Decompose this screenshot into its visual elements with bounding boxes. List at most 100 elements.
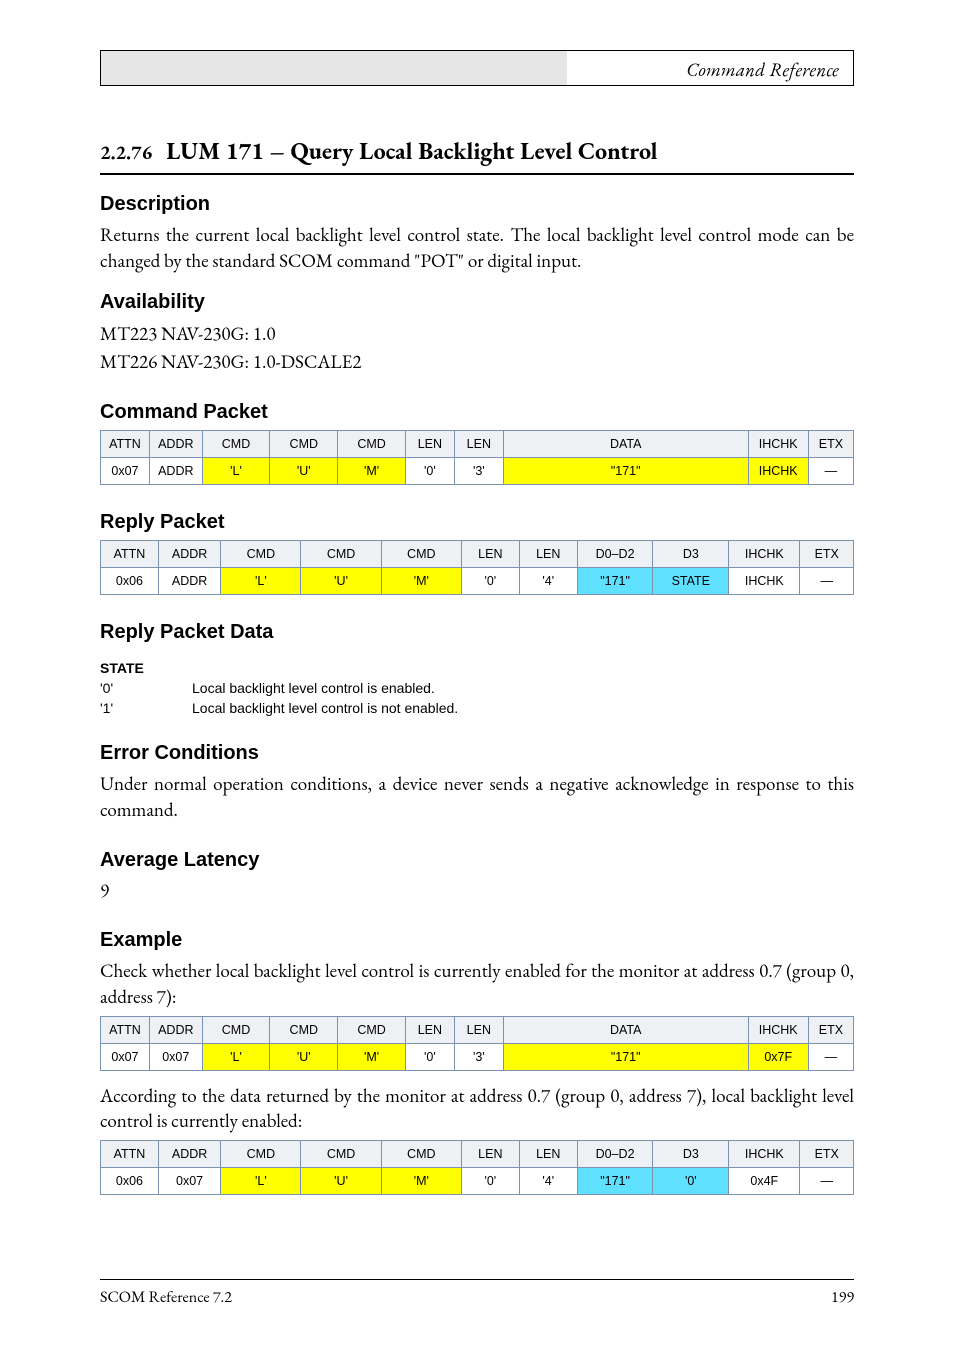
table-cell: 'U' — [270, 458, 338, 485]
reply-data-state-key-0: '0' — [100, 680, 146, 696]
table-header-cell: D3 — [653, 541, 729, 568]
table-cell: "171" — [503, 1043, 748, 1070]
table-header-cell: CMD — [301, 541, 381, 568]
table-cell: 0x06 — [101, 1167, 159, 1194]
table-header-cell: D3 — [653, 1140, 729, 1167]
table-header-cell: CMD — [338, 1016, 406, 1043]
availability-label: Availability — [100, 291, 854, 314]
example-table-2: ATTNADDRCMDCMDCMDLENLEND0–D2D3IHCHKETX 0… — [100, 1140, 854, 1195]
table-header-row: ATTNADDRCMDCMDCMDLENLENDATAIHCHKETX — [101, 431, 854, 458]
command-packet-table: ATTNADDRCMDCMDCMDLENLENDATAIHCHKETX 0x07… — [100, 430, 854, 485]
table-header-cell: CMD — [270, 431, 338, 458]
table-cell: IHCHK — [729, 568, 800, 595]
table-header-cell: CMD — [301, 1140, 381, 1167]
table-cell: 0x4F — [729, 1167, 800, 1194]
table-cell: ADDR — [149, 458, 202, 485]
table-row: 0x06ADDR'L''U''M''0''4'"171"STATEIHCHK— — [101, 568, 854, 595]
section-title: LUM 171 – Query Local Backlight Level Co… — [166, 136, 657, 167]
table-cell: 'M' — [381, 568, 461, 595]
availability-line-0: MT223 NAV-230G: 1.0 — [100, 320, 854, 348]
header-right: Command Reference — [567, 51, 853, 85]
table-header-cell: IHCHK — [729, 541, 800, 568]
reply-data-state-label: STATE — [100, 660, 854, 676]
table-header-cell: ADDR — [149, 1016, 202, 1043]
table-cell: "171" — [503, 458, 748, 485]
table-cell: IHCHK — [748, 458, 808, 485]
table-header-cell: CMD — [202, 431, 270, 458]
reply-packet-label: Reply Packet — [100, 511, 854, 534]
table-header-cell: IHCHK — [748, 1016, 808, 1043]
table-header-cell: ADDR — [149, 431, 202, 458]
errors-text: Under normal operation conditions, a dev… — [100, 771, 854, 822]
table-row: 0x07ADDR'L''U''M''0''3'"171"IHCHK— — [101, 458, 854, 485]
table-header-cell: ETX — [808, 431, 853, 458]
table-header-cell: CMD — [338, 431, 406, 458]
example-text-1: Check whether local backlight level cont… — [100, 958, 854, 1009]
table-header-cell: IHCHK — [729, 1140, 800, 1167]
section-rule — [100, 173, 854, 175]
table-cell: 0x06 — [101, 568, 159, 595]
table-header-cell: IHCHK — [748, 431, 808, 458]
table-header-cell: ATTN — [101, 1140, 159, 1167]
table-header-cell: CMD — [381, 541, 461, 568]
example-label: Example — [100, 929, 854, 952]
table-cell: '0' — [461, 1167, 519, 1194]
table-header-cell: D0–D2 — [577, 541, 653, 568]
reply-data-state-row-0: '0' Local backlight level control is ena… — [100, 680, 854, 696]
table-header-cell: LEN — [454, 1016, 503, 1043]
table-header-cell: LEN — [461, 1140, 519, 1167]
table-cell: '3' — [454, 1043, 503, 1070]
footer-left: SCOM Reference 7.2 — [100, 1286, 232, 1307]
table-header-cell: CMD — [381, 1140, 461, 1167]
table-header-cell: LEN — [519, 1140, 577, 1167]
table-header-cell: ATTN — [101, 541, 159, 568]
header-left-empty — [101, 51, 567, 85]
table-cell: 0x07 — [101, 458, 150, 485]
table-cell: '0' — [405, 458, 454, 485]
reply-data-state-key-1: '1' — [100, 700, 146, 716]
table-row: 0x060x07'L''U''M''0''4'"171"'0'0x4F— — [101, 1167, 854, 1194]
table-cell: 'M' — [381, 1167, 461, 1194]
table-header-cell: CMD — [221, 541, 301, 568]
example-table-1: ATTNADDRCMDCMDCMDLENLENDATAIHCHKETX 0x07… — [100, 1016, 854, 1071]
table-cell: 0x07 — [158, 1167, 220, 1194]
table-cell: 'L' — [202, 458, 270, 485]
table-header-cell: LEN — [461, 541, 519, 568]
table-cell: '0' — [405, 1043, 454, 1070]
table-cell: "171" — [577, 1167, 653, 1194]
example-text-2: According to the data returned by the mo… — [100, 1083, 854, 1134]
table-cell: — — [808, 458, 853, 485]
header: Command Reference — [100, 50, 854, 86]
table-cell: '0' — [653, 1167, 729, 1194]
table-header-cell: DATA — [503, 431, 748, 458]
table-header-cell: ATTN — [101, 431, 150, 458]
table-cell: 'L' — [202, 1043, 270, 1070]
table-cell: — — [808, 1043, 853, 1070]
latency-label: Average Latency — [100, 849, 854, 872]
table-cell: 'U' — [270, 1043, 338, 1070]
footer-right: 199 — [831, 1286, 854, 1307]
table-row: 0x070x07'L''U''M''0''3'"171"0x7F— — [101, 1043, 854, 1070]
table-cell: — — [800, 1167, 854, 1194]
table-header-cell: LEN — [454, 431, 503, 458]
section-number: 2.2.76 — [100, 139, 152, 165]
table-header-cell: DATA — [503, 1016, 748, 1043]
table-cell: 'U' — [301, 1167, 381, 1194]
table-header-row: ATTNADDRCMDCMDCMDLENLENDATAIHCHKETX — [101, 1016, 854, 1043]
table-cell: 'L' — [221, 568, 301, 595]
table-cell: 'M' — [338, 1043, 406, 1070]
table-cell: '4' — [519, 568, 577, 595]
table-header-row: ATTNADDRCMDCMDCMDLENLEND0–D2D3IHCHKETX — [101, 1140, 854, 1167]
table-header-cell: ATTN — [101, 1016, 150, 1043]
table-cell: 'L' — [221, 1167, 301, 1194]
table-cell: "171" — [577, 568, 653, 595]
table-header-cell: ETX — [800, 1140, 854, 1167]
table-header-cell: ADDR — [158, 1140, 220, 1167]
table-header-cell: ETX — [800, 541, 854, 568]
table-cell: ADDR — [158, 568, 220, 595]
table-cell: '0' — [461, 568, 519, 595]
table-header-cell: CMD — [270, 1016, 338, 1043]
errors-label: Error Conditions — [100, 742, 854, 765]
reply-data-state-val-1: Local backlight level control is not ena… — [192, 700, 458, 716]
command-packet-label: Command Packet — [100, 401, 854, 424]
